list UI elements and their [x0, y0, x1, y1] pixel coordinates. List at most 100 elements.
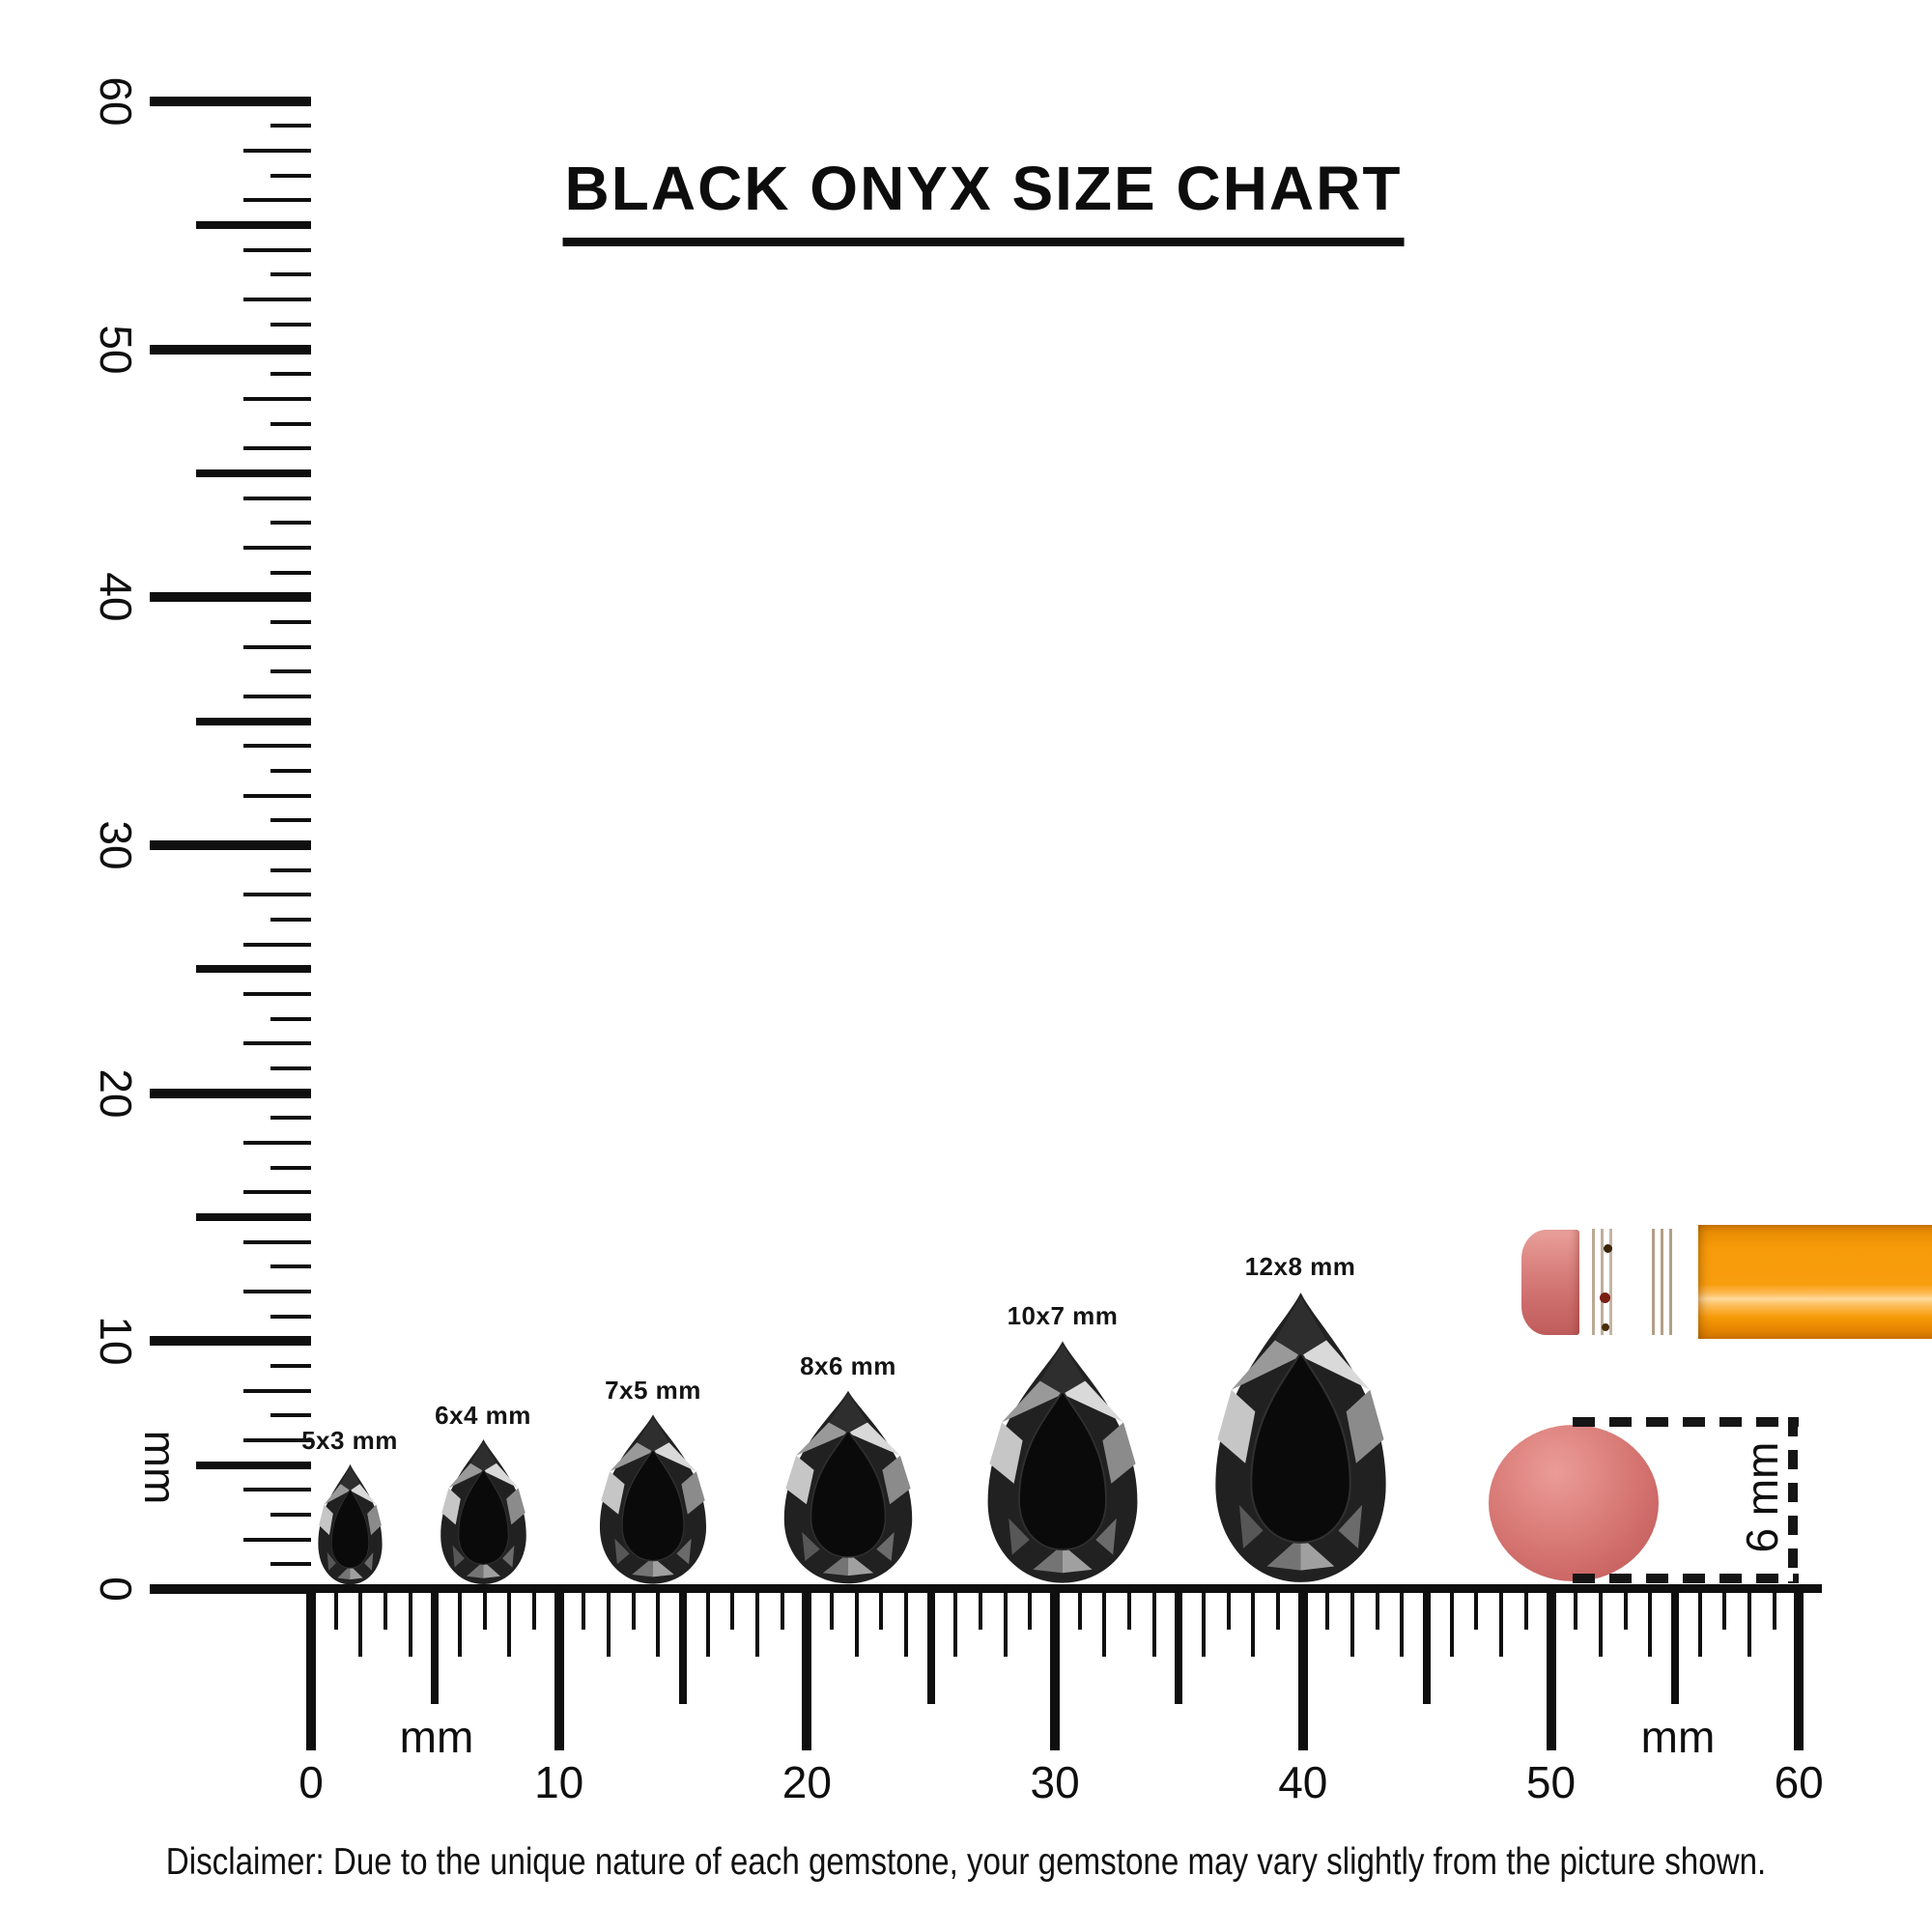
vertical-ruler-tick — [270, 1512, 311, 1517]
horizontal-ruler-tick — [431, 1589, 440, 1704]
measure-dash-top — [1573, 1417, 1799, 1427]
vertical-ruler-unit-label: mm — [135, 1430, 185, 1505]
pear-gem-icon-8x6mm — [783, 1390, 913, 1584]
gem-size-label: 10x7 mm — [1007, 1301, 1119, 1330]
vertical-ruler-tick — [270, 917, 311, 922]
horizontal-ruler-tick — [830, 1589, 835, 1630]
vertical-ruler-tick — [243, 1140, 311, 1145]
vertical-ruler-tick — [270, 570, 311, 575]
measure-dash-bottom — [1573, 1574, 1799, 1583]
horizontal-ruler-tick — [1794, 1589, 1804, 1750]
horizontal-ruler-tick — [532, 1589, 537, 1630]
vertical-ruler-tick — [243, 545, 311, 550]
ferrule-crimp-line — [1661, 1229, 1663, 1335]
horizontal-ruler-tick — [656, 1589, 661, 1657]
horizontal-ruler-tick — [679, 1589, 688, 1704]
vertical-ruler-tick — [243, 1190, 311, 1195]
horizontal-ruler-baseline — [311, 1584, 1822, 1593]
horizontal-ruler-tick — [1623, 1589, 1628, 1630]
horizontal-ruler-tick — [926, 1589, 935, 1704]
vertical-ruler-tick — [243, 1239, 311, 1244]
horizontal-ruler-tick — [1747, 1589, 1751, 1657]
vertical-ruler-tick — [150, 1584, 311, 1594]
vertical-ruler-tick — [270, 1065, 311, 1070]
horizontal-ruler-tick — [1474, 1589, 1479, 1630]
vertical-ruler-tick — [270, 272, 311, 277]
horizontal-ruler-tick — [1423, 1589, 1432, 1704]
gem-size-label: 5x3 mm — [301, 1426, 398, 1455]
ferrule-rivet-dot — [1604, 1244, 1612, 1253]
horizontal-ruler-tick — [582, 1589, 586, 1630]
ferrule-rivet-dot — [1600, 1293, 1610, 1303]
horizontal-ruler-tick — [953, 1589, 958, 1657]
vertical-ruler-tick — [270, 619, 311, 624]
vertical-ruler-tick — [270, 669, 311, 674]
horizontal-ruler-number: 0 — [298, 1757, 324, 1807]
pencil-ferrule-icon — [1577, 1229, 1700, 1335]
horizontal-ruler-tick — [755, 1589, 760, 1657]
gem-size-label: 8x6 mm — [800, 1351, 896, 1380]
vertical-ruler-tick — [270, 124, 311, 128]
horizontal-ruler-tick — [1028, 1589, 1033, 1630]
horizontal-ruler-tick — [306, 1589, 316, 1750]
vertical-ruler-tick — [196, 1212, 311, 1221]
horizontal-ruler-tick — [879, 1589, 884, 1630]
vertical-ruler-tick — [243, 1437, 311, 1442]
gem-size-label: 6x4 mm — [435, 1401, 531, 1430]
vertical-ruler-number: 20 — [91, 1068, 141, 1119]
vertical-ruler-tick — [243, 496, 311, 500]
horizontal-ruler-tick — [1670, 1589, 1679, 1704]
horizontal-ruler-tick — [1251, 1589, 1256, 1657]
horizontal-ruler-tick — [1175, 1589, 1183, 1704]
ferrule-rivet-dot — [1602, 1323, 1609, 1331]
vertical-ruler-tick — [270, 768, 311, 773]
vertical-ruler-tick — [270, 1165, 311, 1170]
horizontal-ruler-tick — [408, 1589, 412, 1657]
horizontal-ruler-tick — [1276, 1589, 1281, 1630]
ferrule-sheen — [1577, 1229, 1700, 1335]
vertical-ruler-tick — [243, 446, 311, 451]
ferrule-crimp-line — [1669, 1229, 1672, 1335]
horizontal-ruler-unit-label-left: mm — [399, 1712, 474, 1762]
vertical-ruler-tick — [243, 893, 311, 897]
vertical-ruler-tick — [270, 1264, 311, 1269]
vertical-ruler-tick — [196, 717, 311, 725]
vertical-ruler-tick — [270, 322, 311, 327]
vertical-ruler-tick — [196, 1461, 311, 1469]
eraser-measure-label: 6 mm — [1737, 1441, 1787, 1553]
horizontal-ruler-tick — [631, 1589, 636, 1630]
vertical-ruler-tick — [270, 1116, 311, 1121]
horizontal-ruler-tick — [1449, 1589, 1454, 1657]
vertical-ruler-tick — [150, 1336, 311, 1347]
vertical-ruler-tick — [270, 867, 311, 872]
vertical-ruler-tick — [243, 694, 311, 698]
vertical-ruler-tick — [243, 1388, 311, 1393]
horizontal-ruler-tick — [1226, 1589, 1231, 1630]
vertical-ruler-tick — [243, 942, 311, 947]
vertical-ruler-number: 30 — [91, 820, 141, 870]
pear-gem-icon-7x5mm — [599, 1414, 707, 1584]
vertical-ruler-number: 60 — [91, 76, 141, 127]
pear-gem-icon-5x3mm — [317, 1463, 383, 1585]
horizontal-ruler-tick — [1523, 1589, 1528, 1630]
vertical-ruler-tick — [270, 521, 311, 526]
vertical-ruler-tick — [243, 1041, 311, 1046]
horizontal-ruler-unit-label-right: mm — [1640, 1712, 1716, 1762]
vertical-ruler-tick — [150, 344, 311, 355]
vertical-ruler-tick — [243, 991, 311, 996]
vertical-ruler-tick — [270, 1363, 311, 1368]
horizontal-ruler-tick — [1350, 1589, 1355, 1657]
horizontal-ruler-tick — [507, 1589, 512, 1657]
vertical-ruler-tick — [270, 173, 311, 178]
horizontal-ruler-number: 50 — [1525, 1757, 1577, 1807]
pencil-eraser-icon — [1521, 1230, 1579, 1335]
pear-gem-icon-10x7mm — [987, 1341, 1138, 1583]
horizontal-ruler-tick — [333, 1589, 338, 1630]
vertical-ruler-tick — [270, 1562, 311, 1567]
vertical-ruler-tick — [150, 839, 311, 850]
vertical-ruler-tick — [270, 1413, 311, 1418]
horizontal-ruler-tick — [1546, 1589, 1556, 1750]
pear-gem-icon-12x8mm — [1214, 1293, 1386, 1582]
vertical-ruler-tick — [270, 372, 311, 377]
